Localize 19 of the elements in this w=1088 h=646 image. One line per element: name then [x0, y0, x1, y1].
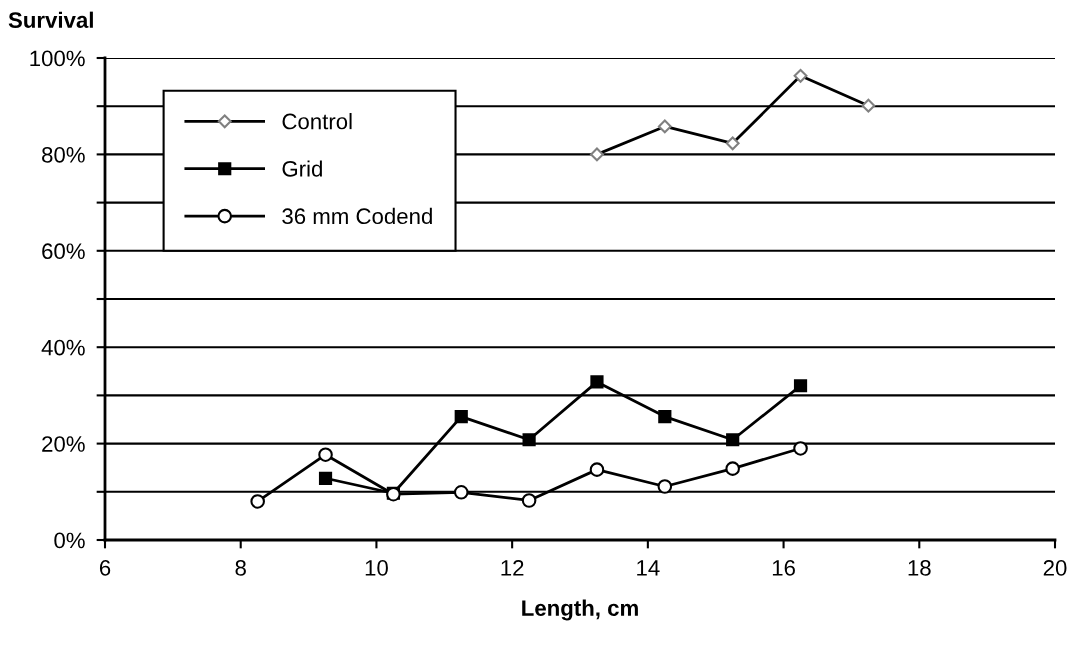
- x-tick-label: 10: [365, 560, 388, 576]
- x-tick-label: 18: [908, 560, 931, 576]
- y-tick-label: 100%: [30, 50, 85, 67]
- x-tick-label: 20: [1043, 560, 1067, 576]
- y-tick-label: 20%: [42, 436, 85, 452]
- legend-label: Grid: [282, 160, 322, 177]
- x-tick-label: 6: [99, 560, 111, 576]
- x-tick-label: 14: [637, 560, 660, 576]
- y-tick-label: 80%: [42, 146, 85, 163]
- x-tick-label: 12: [501, 560, 524, 576]
- legend-label: 36 mm Codend: [282, 207, 432, 225]
- legend-label: Control: [282, 113, 352, 130]
- y-tick-label: 40%: [41, 339, 85, 356]
- x-axis-title: Length, cm: [522, 599, 638, 621]
- y-tick-label: 60%: [42, 243, 85, 260]
- x-tick-label: 8: [235, 560, 246, 576]
- x-tick-label: 16: [772, 560, 795, 576]
- y-tick-label: 0%: [54, 532, 85, 549]
- y-axis-title: Survival: [8, 11, 93, 28]
